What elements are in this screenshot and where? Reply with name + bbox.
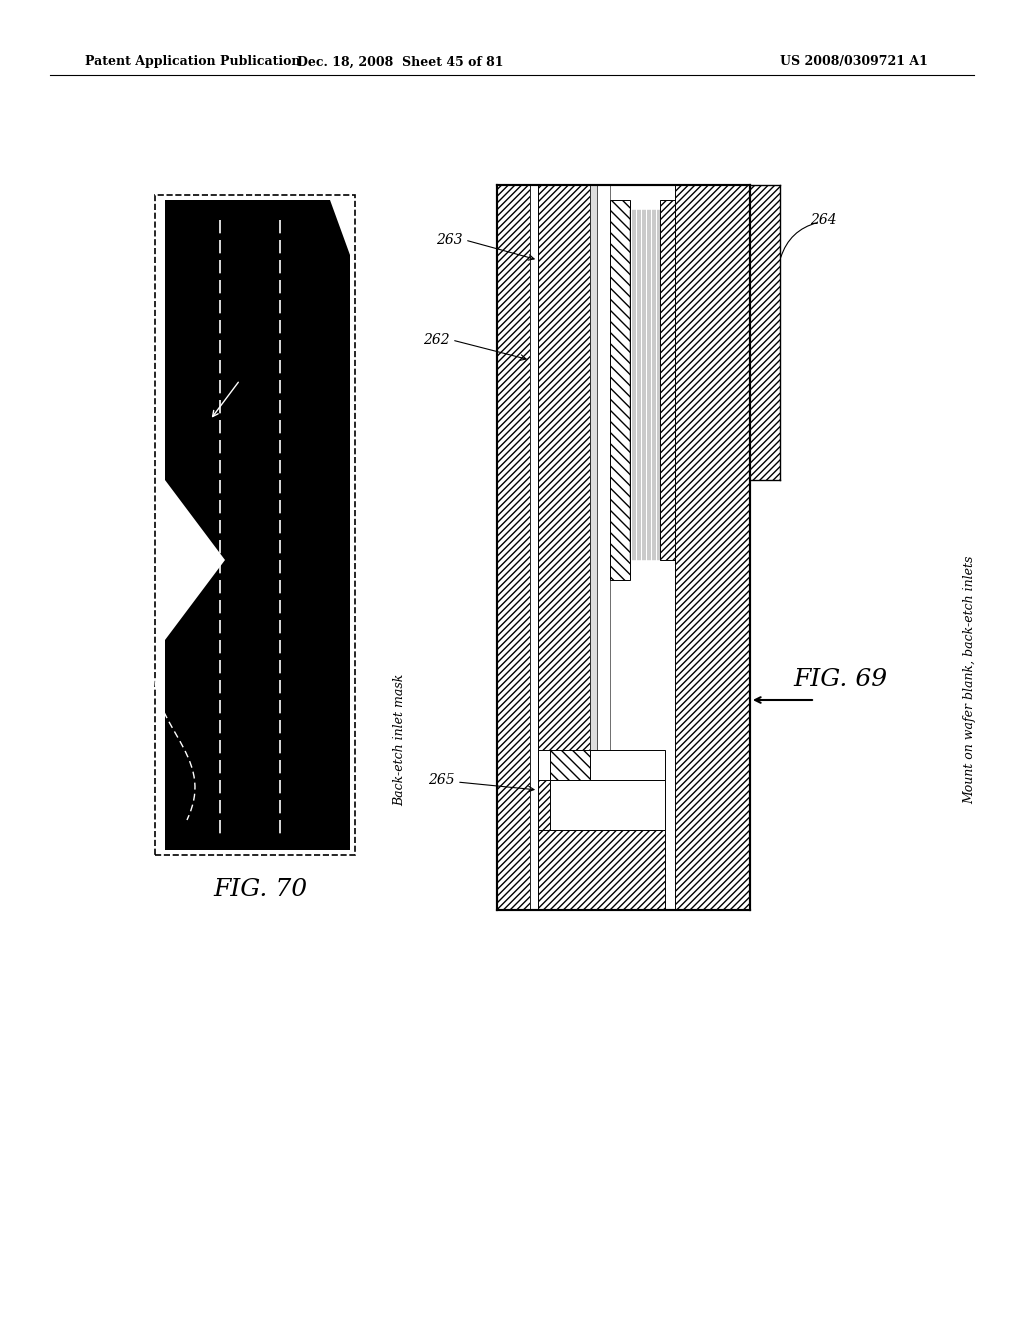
Text: 262: 262 bbox=[423, 333, 450, 347]
Bar bbox=[497, 185, 530, 909]
Bar bbox=[597, 185, 610, 909]
Text: FIG. 70: FIG. 70 bbox=[213, 879, 307, 902]
Bar bbox=[610, 201, 630, 579]
Bar bbox=[530, 185, 538, 909]
Bar bbox=[538, 750, 665, 780]
Bar bbox=[155, 195, 355, 855]
Text: 263: 263 bbox=[436, 234, 463, 247]
Bar bbox=[590, 185, 597, 909]
Bar bbox=[550, 780, 665, 830]
Text: Patent Application Publication: Patent Application Publication bbox=[85, 55, 300, 69]
Text: 265: 265 bbox=[428, 774, 455, 787]
Text: FIG. 69: FIG. 69 bbox=[793, 668, 887, 692]
Bar bbox=[497, 185, 750, 909]
Text: US 2008/0309721 A1: US 2008/0309721 A1 bbox=[780, 55, 928, 69]
Bar bbox=[750, 185, 780, 480]
Text: 264: 264 bbox=[810, 213, 837, 227]
Text: Back-etch inlet mask: Back-etch inlet mask bbox=[393, 673, 407, 807]
Bar bbox=[550, 750, 590, 780]
Polygon shape bbox=[165, 201, 350, 850]
Bar bbox=[538, 185, 590, 909]
Bar bbox=[538, 830, 665, 909]
Text: Dec. 18, 2008  Sheet 45 of 81: Dec. 18, 2008 Sheet 45 of 81 bbox=[297, 55, 503, 69]
Bar bbox=[675, 185, 750, 909]
Bar bbox=[660, 201, 675, 560]
Text: Mount on wafer blank, back-etch inlets: Mount on wafer blank, back-etch inlets bbox=[964, 556, 977, 804]
